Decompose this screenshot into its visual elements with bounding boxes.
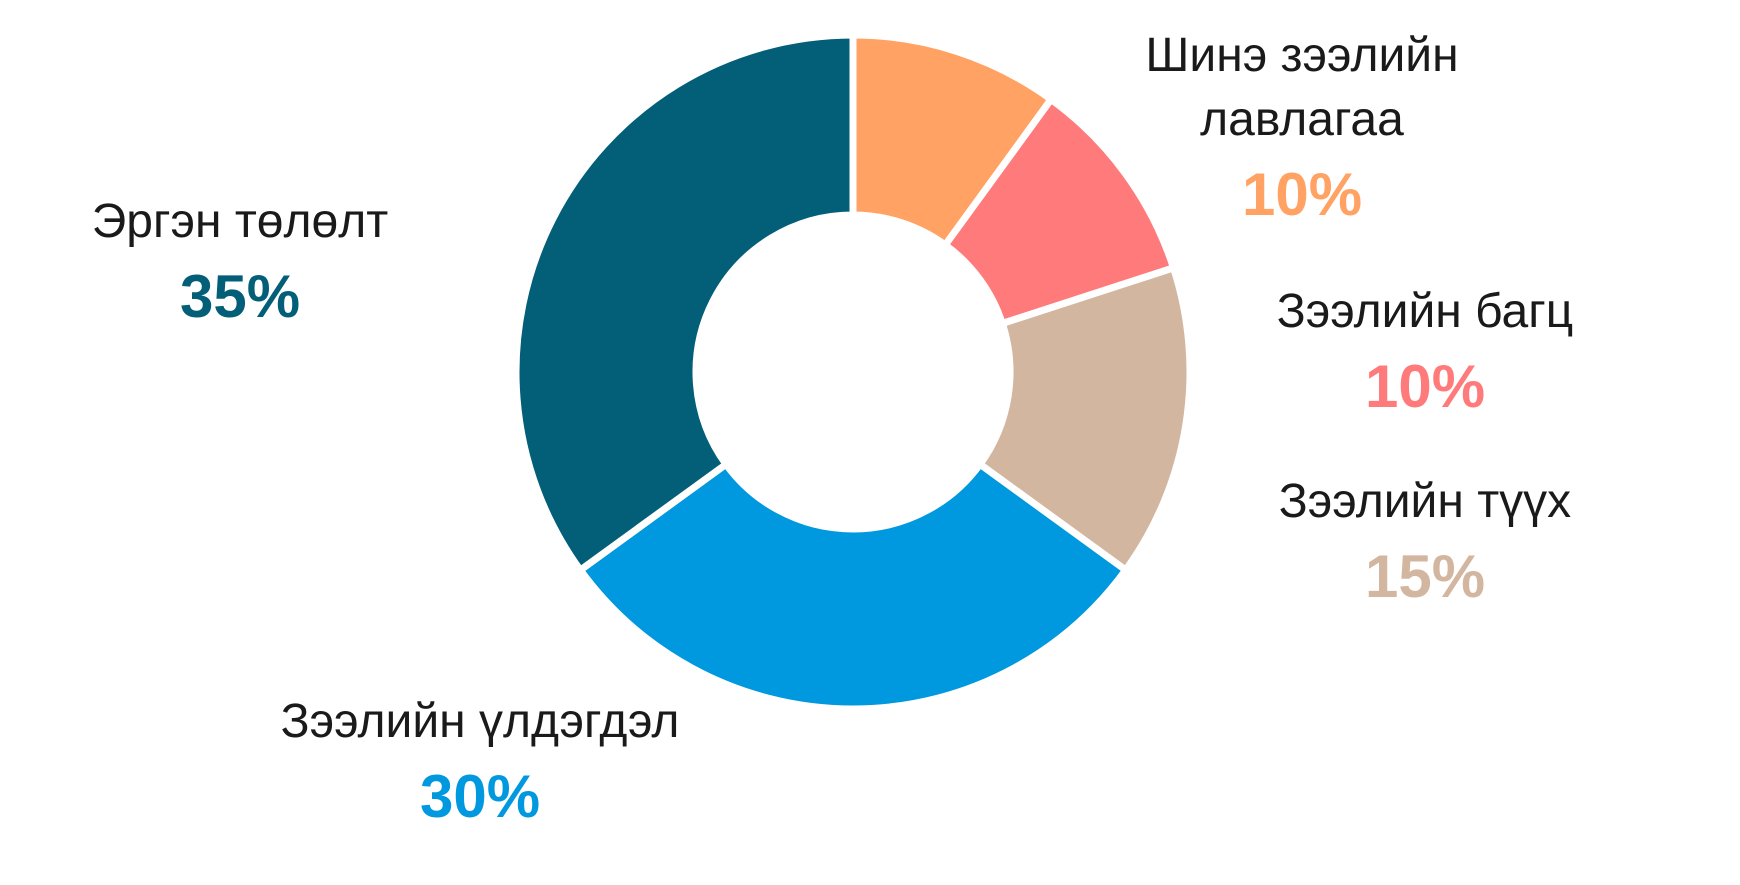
slice-percent: 10% <box>1364 353 1486 420</box>
slice-percent: 10% <box>1241 161 1363 228</box>
slice-label-loan-balance: Зээлийн үлдэгдэл 30% <box>220 690 740 840</box>
slice-name: Эргэн төлөлт <box>91 195 389 248</box>
slice-name: Зээлийн үлдэгдэл <box>280 695 680 748</box>
slice-name: Зээлийн багц <box>1276 285 1574 338</box>
slice-label-repayment: Эргэн төлөлт 35% <box>40 190 440 340</box>
slice-name-line-2: лавлагаа <box>1200 93 1404 146</box>
slice-name-line-1: Шинэ зээлийн <box>1145 29 1459 82</box>
slice-percent: 30% <box>419 763 541 830</box>
donut-slice-repayment <box>512 31 857 575</box>
donut-slice-loan-balance <box>575 459 1131 713</box>
slice-label-loan-history: Зээлийн түүх 15% <box>1210 470 1640 620</box>
slice-percent: 15% <box>1364 543 1486 610</box>
slice-percent: 35% <box>179 263 301 330</box>
slice-label-loan-package: Зээлийн багц 10% <box>1210 280 1640 430</box>
slice-label-new-loan-inquiry: Шинэ зээлийн лавлагаа 10% <box>1072 24 1532 238</box>
slice-name: Зээлийн түүх <box>1278 475 1572 528</box>
donut-slice-loan-history <box>975 263 1194 575</box>
